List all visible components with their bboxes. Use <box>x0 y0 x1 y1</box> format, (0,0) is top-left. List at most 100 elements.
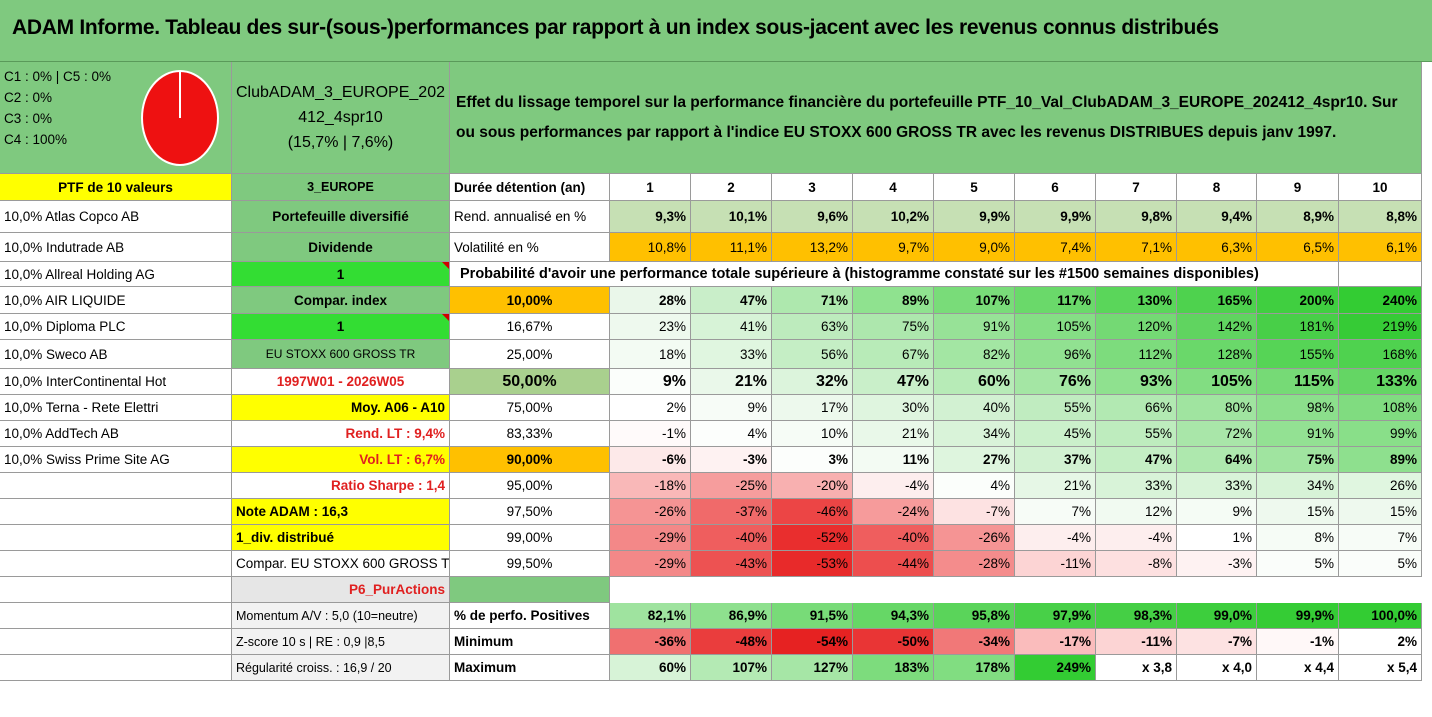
probability-value: 47% <box>1096 447 1177 473</box>
legend-line: C2 : 0% <box>4 90 53 105</box>
probability-value: 15% <box>1257 499 1339 525</box>
compar-index-label: Compar. index <box>232 287 450 314</box>
probability-value: 89% <box>853 287 934 314</box>
empty-green-cell <box>450 577 610 603</box>
vol-value: 6,3% <box>1177 233 1257 262</box>
probability-value: 89% <box>1339 447 1422 473</box>
probability-value: 93% <box>1096 369 1177 395</box>
probability-threshold: 10,00% <box>450 287 610 314</box>
year-header: 1 <box>610 174 691 201</box>
probability-value: 99% <box>1339 421 1422 447</box>
probability-value: 37% <box>1015 447 1096 473</box>
probability-value: 9% <box>691 395 772 421</box>
minimum-value: -54% <box>772 629 853 655</box>
empty-cell <box>0 499 232 525</box>
index-name: EU STOXX 600 GROSS TR <box>232 340 450 369</box>
positive-value: 94,3% <box>853 603 934 629</box>
dividend-value[interactable]: 1 <box>232 262 450 287</box>
probability-value: 7% <box>1015 499 1096 525</box>
minimum-value: -7% <box>1177 629 1257 655</box>
probability-value: 9% <box>610 369 691 395</box>
probability-value: 82% <box>934 340 1015 369</box>
probability-value: 168% <box>1339 340 1422 369</box>
probability-value: 8% <box>1257 525 1339 551</box>
minimum-value: -48% <box>691 629 772 655</box>
year-header: 7 <box>1096 174 1177 201</box>
probability-value: -28% <box>934 551 1015 577</box>
maximum-value: x 4,4 <box>1257 655 1339 681</box>
portfolio-code-line: 412_4spr10 <box>298 109 383 126</box>
rend-value: 10,2% <box>853 201 934 233</box>
momentum-label: Momentum A/V : 5,0 (10=neutre) <box>232 603 450 629</box>
probability-value: 23% <box>610 314 691 340</box>
positive-label: % de perfo. Positives <box>450 603 610 629</box>
p6-label: P6_PurActions <box>232 577 450 603</box>
allocation-legend: C1 : 0% | C5 : 0% C2 : 0% C3 : 0% C4 : 1… <box>0 62 232 174</box>
probability-value: 66% <box>1096 395 1177 421</box>
portfolio-code-line: ClubADAM_3_EUROPE_202 <box>236 84 445 101</box>
probability-threshold: 25,00% <box>450 340 610 369</box>
probability-value: 34% <box>934 421 1015 447</box>
probability-threshold: 83,33% <box>450 421 610 447</box>
legend-line: C3 : 0% <box>4 111 53 126</box>
probability-value: 12% <box>1096 499 1177 525</box>
probability-value: 11% <box>853 447 934 473</box>
probability-value: 200% <box>1257 287 1339 314</box>
maximum-value: x 3,8 <box>1096 655 1177 681</box>
probability-threshold: 95,00% <box>450 473 610 499</box>
compar-index-value[interactable]: 1 <box>232 314 450 340</box>
portfolio-code: ClubADAM_3_EUROPE_202 412_4spr10 (15,7% … <box>232 62 450 174</box>
probability-value: 33% <box>691 340 772 369</box>
vol-value: 11,1% <box>691 233 772 262</box>
vol-value: 13,2% <box>772 233 853 262</box>
report-title: ADAM Informe. Tableau des sur-(sous-)per… <box>12 16 1219 39</box>
probability-value: 56% <box>772 340 853 369</box>
probability-value: -53% <box>772 551 853 577</box>
holding-row: 10,0% Atlas Copco AB <box>0 201 232 233</box>
holding-row: 10,0% Swiss Prime Site AG <box>0 447 232 473</box>
note-adam-label: Note ADAM : 16,3 <box>232 499 450 525</box>
minimum-value: -11% <box>1096 629 1177 655</box>
probability-value: -24% <box>853 499 934 525</box>
probability-title: Probabilité d'avoir une performance tota… <box>450 262 1339 287</box>
probability-value: 18% <box>610 340 691 369</box>
duration-label: Durée détention (an) <box>450 174 610 201</box>
year-header: 9 <box>1257 174 1339 201</box>
diversified-label: Portefeuille diversifié <box>232 201 450 233</box>
holding-row: 10,0% Sweco AB <box>0 340 232 369</box>
moy-label: Moy. A06 - A10 <box>232 395 450 421</box>
probability-value: 47% <box>691 287 772 314</box>
region-label: 3_EUROPE <box>232 174 450 201</box>
probability-value: 21% <box>1015 473 1096 499</box>
probability-value: 108% <box>1339 395 1422 421</box>
probability-value: 91% <box>1257 421 1339 447</box>
probability-value: 91% <box>934 314 1015 340</box>
probability-value: 98% <box>1257 395 1339 421</box>
year-header: 3 <box>772 174 853 201</box>
positive-value: 97,9% <box>1015 603 1096 629</box>
probability-value: 5% <box>1257 551 1339 577</box>
regularite-label: Régularité croiss. : 16,9 / 20 <box>232 655 450 681</box>
probability-value: 181% <box>1257 314 1339 340</box>
probability-value: 75% <box>1257 447 1339 473</box>
probability-value: 142% <box>1177 314 1257 340</box>
probability-value: -29% <box>610 525 691 551</box>
year-header: 10 <box>1339 174 1422 201</box>
probability-value: 112% <box>1096 340 1177 369</box>
year-header: 8 <box>1177 174 1257 201</box>
rend-value: 9,4% <box>1177 201 1257 233</box>
probability-value: 47% <box>853 369 934 395</box>
vol-value: 9,7% <box>853 233 934 262</box>
year-header: 5 <box>934 174 1015 201</box>
probability-value: -18% <box>610 473 691 499</box>
probability-value: -4% <box>1096 525 1177 551</box>
rend-lt-label: Rend. LT : 9,4% <box>232 421 450 447</box>
probability-value: -29% <box>610 551 691 577</box>
empty-band <box>610 577 1422 603</box>
probability-threshold: 99,00% <box>450 525 610 551</box>
probability-value: 105% <box>1177 369 1257 395</box>
positive-value: 91,5% <box>772 603 853 629</box>
holding-row: 10,0% Diploma PLC <box>0 314 232 340</box>
legend-line: C1 : 0% | C5 : 0% <box>4 69 112 84</box>
positive-value: 98,3% <box>1096 603 1177 629</box>
